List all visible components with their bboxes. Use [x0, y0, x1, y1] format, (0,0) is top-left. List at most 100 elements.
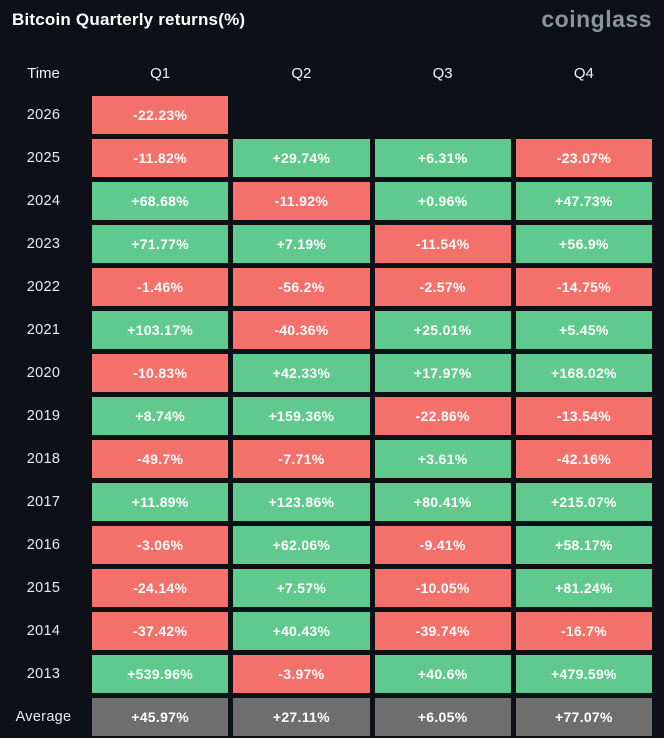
empty-cell [233, 96, 369, 134]
row-label: 2022 [26, 279, 61, 295]
return-cell: +5.45% [515, 311, 652, 349]
header-bar: Bitcoin Quarterly returns(%) coinglass [0, 0, 664, 40]
row-label: 2026 [26, 107, 61, 123]
return-cell: +7.57% [233, 569, 370, 607]
return-cell: +6.31% [374, 139, 511, 177]
return-cell: +479.59% [515, 655, 652, 693]
row-label: Average [15, 709, 72, 725]
row-label: 2023 [26, 236, 61, 252]
table-row: Average +45.97% +27.11% +6.05% +77.07% [0, 698, 652, 736]
return-cell: -11.92% [233, 182, 370, 220]
return-cell: -2.57% [374, 268, 511, 306]
return-cell: +8.74% [92, 397, 229, 435]
table-row: 2019 +8.74% +159.36% -22.86% -13.54% [0, 397, 652, 435]
return-cell: -1.46% [92, 268, 229, 306]
return-cell: +45.97% [92, 698, 229, 736]
row-label: 2016 [26, 537, 61, 553]
return-cell: +56.9% [515, 225, 652, 263]
table-row: 2022 -1.46% -56.2% -2.57% -14.75% [0, 268, 652, 306]
return-cell: +47.73% [515, 182, 652, 220]
return-cell: -11.54% [374, 225, 511, 263]
return-cell: -40.36% [233, 311, 370, 349]
row-label: 2014 [26, 623, 61, 639]
row-label: 2015 [26, 580, 61, 596]
empty-cell [375, 96, 511, 134]
return-cell: +0.96% [374, 182, 511, 220]
return-cell: +215.07% [515, 483, 652, 521]
return-cell: -42.16% [515, 440, 652, 478]
return-cell: -10.05% [374, 569, 511, 607]
return-cell: +11.89% [92, 483, 229, 521]
table-row: 2026 -22.23% [0, 96, 652, 134]
return-cell: -3.06% [92, 526, 229, 564]
return-cell: -7.71% [233, 440, 370, 478]
return-cell: +3.61% [374, 440, 511, 478]
row-label: 2020 [26, 365, 61, 381]
return-cell: +17.97% [374, 354, 511, 392]
return-cell: +40.6% [374, 655, 511, 693]
return-cell: -9.41% [374, 526, 511, 564]
return-cell: -37.42% [92, 612, 229, 650]
column-header-row: Time Q1 Q2 Q3 Q4 [0, 58, 652, 88]
return-cell: +29.74% [233, 139, 370, 177]
table-row: 2013 +539.96% -3.97% +40.6% +479.59% [0, 655, 652, 693]
return-cell: -39.74% [374, 612, 511, 650]
return-cell: -13.54% [515, 397, 652, 435]
return-cell: +6.05% [374, 698, 511, 736]
table-row: 2025 -11.82% +29.74% +6.31% -23.07% [0, 139, 652, 177]
return-cell: +123.86% [233, 483, 370, 521]
return-cell: +7.19% [233, 225, 370, 263]
return-cell: +81.24% [515, 569, 652, 607]
return-cell: +58.17% [515, 526, 652, 564]
return-cell: +42.33% [233, 354, 370, 392]
return-cell: -3.97% [233, 655, 370, 693]
return-cell: +77.07% [515, 698, 652, 736]
return-cell: +168.02% [515, 354, 652, 392]
return-cell: +159.36% [233, 397, 370, 435]
table-row: 2017 +11.89% +123.86% +80.41% +215.07% [0, 483, 652, 521]
return-cell: +62.06% [233, 526, 370, 564]
return-cell: +80.41% [374, 483, 511, 521]
table-row: 2021 +103.17% -40.36% +25.01% +5.45% [0, 311, 652, 349]
row-label: 2024 [26, 193, 61, 209]
return-cell: -10.83% [92, 354, 229, 392]
return-cell: +25.01% [374, 311, 511, 349]
row-label: 2013 [26, 666, 61, 682]
return-cell: +71.77% [92, 225, 229, 263]
return-cell: -16.7% [515, 612, 652, 650]
return-cell: -49.7% [92, 440, 229, 478]
row-label: 2018 [26, 451, 61, 467]
return-cell: +539.96% [92, 655, 229, 693]
return-cell: -23.07% [515, 139, 652, 177]
return-cell: -11.82% [92, 139, 229, 177]
table-row: 2015 -24.14% +7.57% -10.05% +81.24% [0, 569, 652, 607]
return-cell: +103.17% [92, 311, 229, 349]
table-row: 2024 +68.68% -11.92% +0.96% +47.73% [0, 182, 652, 220]
column-header-time: Time [27, 64, 60, 82]
row-label: 2019 [26, 408, 61, 424]
coinglass-logo: coinglass [541, 6, 652, 32]
table-row: 2020 -10.83% +42.33% +17.97% +168.02% [0, 354, 652, 392]
table-row: 2018 -49.7% -7.71% +3.61% -42.16% [0, 440, 652, 478]
column-header-q2: Q2 [291, 64, 312, 82]
column-header-q1: Q1 [150, 64, 171, 82]
return-cell: -22.86% [374, 397, 511, 435]
return-cell: -14.75% [515, 268, 652, 306]
column-header-q3: Q3 [432, 64, 453, 82]
page-title: Bitcoin Quarterly returns(%) [12, 10, 246, 29]
table-body: 2026 -22.23% 2025 -11.82% +29.74% +6.31% -23.0… [0, 96, 652, 736]
table-row: 2014 -37.42% +40.43% -39.74% -16.7% [0, 612, 652, 650]
return-cell: +40.43% [233, 612, 370, 650]
table-row: 2016 -3.06% +62.06% -9.41% +58.17% [0, 526, 652, 564]
return-cell: -56.2% [233, 268, 370, 306]
return-cell: +68.68% [92, 182, 229, 220]
column-header-q4: Q4 [573, 64, 594, 82]
row-label: 2021 [26, 322, 61, 338]
return-cell: -24.14% [92, 569, 229, 607]
row-label: 2025 [26, 150, 61, 166]
return-cell: +27.11% [233, 698, 370, 736]
return-cell: -22.23% [92, 96, 229, 134]
returns-table: Time Q1 Q2 Q3 Q4 2026 -22.23% 2025 -11.82% +… [0, 58, 664, 736]
empty-cell [516, 96, 652, 134]
